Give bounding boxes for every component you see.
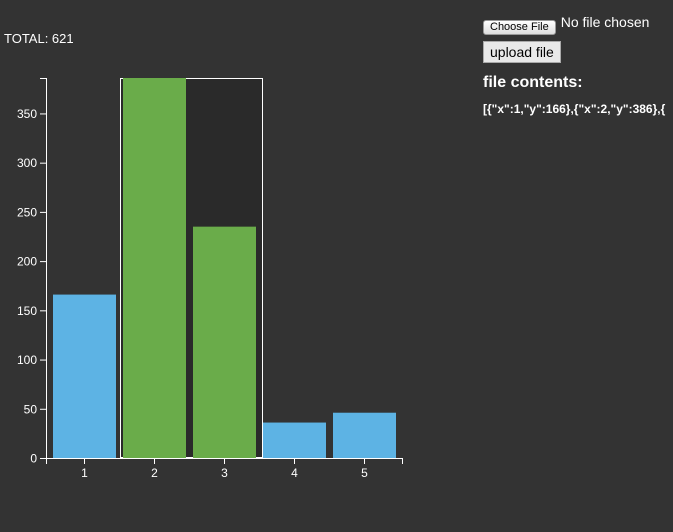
- choose-file-button[interactable]: Choose File: [483, 20, 556, 35]
- x-tick-label: 2: [151, 466, 158, 480]
- y-tick-label: 350: [17, 107, 37, 121]
- x-tick-label: 5: [361, 466, 368, 480]
- file-status-text: No file chosen: [561, 14, 650, 30]
- upload-panel: Choose File No file chosen upload file f…: [483, 14, 673, 116]
- y-tick-label: 50: [24, 402, 38, 416]
- y-tick-label: 300: [17, 156, 37, 170]
- file-contents-heading: file contents:: [483, 74, 673, 92]
- bar-1[interactable]: [53, 295, 116, 458]
- bar-5[interactable]: [333, 413, 396, 458]
- x-tick-label: 1: [81, 466, 88, 480]
- file-contents-text: [{"x":1,"y":166},{"x":2,"y":386},{: [483, 102, 673, 116]
- x-tick-label: 4: [291, 466, 298, 480]
- bar-4[interactable]: [263, 423, 326, 458]
- y-axis-line: [40, 79, 47, 459]
- file-input-row: Choose File No file chosen: [483, 14, 673, 32]
- y-tick-label: 100: [17, 353, 37, 367]
- y-tick-label: 150: [17, 304, 37, 318]
- x-tick-label: 3: [221, 466, 228, 480]
- bar-2[interactable]: [123, 78, 186, 458]
- y-tick-label: 250: [17, 205, 37, 219]
- y-tick-label: 200: [17, 255, 37, 269]
- upload-file-button[interactable]: upload file: [483, 41, 561, 63]
- bar-3[interactable]: [193, 227, 256, 458]
- y-tick-label: 0: [30, 452, 37, 466]
- bar-chart[interactable]: 0 50 100 150 200 250 300 350 1 2 3 4 5: [0, 0, 420, 532]
